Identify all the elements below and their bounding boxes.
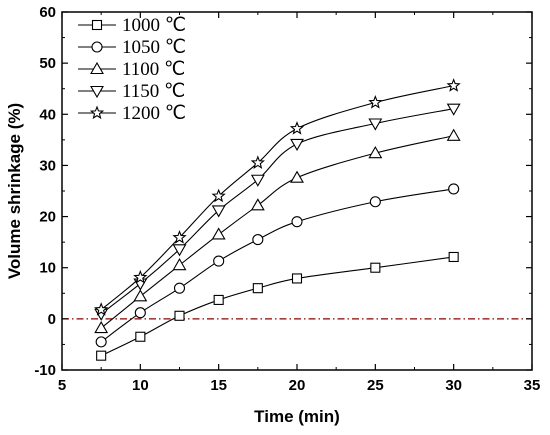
data-point — [94, 320, 109, 334]
ticks-layer: 5 10 15 20 25 30 35 -10 0 10 20 30 40 50 60 — [34, 4, 540, 394]
legend-label: 1200 ℃ — [122, 103, 186, 124]
data-point — [172, 244, 187, 257]
data-point — [174, 310, 185, 321]
data-point — [448, 251, 459, 263]
y-tick-label: 30 — [39, 157, 56, 174]
legend-marker — [89, 105, 105, 120]
legend-label: 1000 ℃ — [122, 15, 186, 36]
data-point — [172, 230, 187, 244]
data-point — [446, 128, 461, 141]
legend-item: 1050 ℃ — [78, 37, 186, 58]
data-point — [211, 188, 226, 203]
data-point — [368, 146, 383, 159]
x-tick-label: 20 — [289, 377, 306, 394]
legend-marker — [91, 41, 103, 53]
series-layer — [94, 78, 461, 361]
y-axis-title: Volume shrinkage (%) — [5, 103, 24, 279]
y-tick-label: 50 — [39, 55, 56, 72]
legend-item: 1150 ℃ — [78, 81, 185, 102]
y-tick-label: 0 — [48, 311, 56, 328]
y-tick-label: 40 — [39, 106, 56, 123]
legend-label: 1150 ℃ — [122, 81, 185, 102]
y-tick-label: 60 — [39, 4, 56, 21]
x-tick-label: 15 — [210, 377, 227, 394]
data-point — [135, 331, 146, 342]
data-point — [250, 174, 265, 187]
series-4 — [94, 103, 461, 321]
x-tick-label: 10 — [132, 377, 149, 394]
data-point — [446, 78, 461, 92]
x-tick-label: 30 — [445, 377, 462, 394]
x-tick-label: 35 — [524, 377, 541, 394]
data-point — [133, 269, 148, 284]
series-2 — [95, 183, 460, 348]
data-point — [250, 198, 265, 211]
data-point — [448, 183, 460, 195]
legend-marker — [90, 61, 104, 75]
data-point — [368, 118, 383, 131]
legend-item: 1200 ℃ — [78, 103, 186, 124]
data-point — [370, 262, 381, 273]
series-1 — [96, 251, 459, 361]
x-tick-label: 5 — [58, 377, 66, 394]
data-point — [211, 227, 226, 240]
data-point — [252, 283, 263, 294]
data-point — [291, 273, 303, 284]
data-point — [252, 234, 264, 246]
series-5 — [94, 78, 461, 316]
legend-marker — [91, 19, 103, 31]
x-tick-label: 25 — [367, 377, 384, 394]
legend-label: 1100 ℃ — [122, 59, 185, 80]
y-tick-label: 20 — [39, 209, 56, 226]
data-point — [213, 255, 225, 267]
data-point — [134, 307, 146, 319]
data-point — [291, 216, 303, 228]
series-3 — [94, 128, 461, 334]
data-point — [369, 196, 381, 208]
x-axis-title: Time (min) — [254, 407, 340, 426]
y-tick-label: -10 — [34, 362, 56, 379]
y-tick-label: 10 — [39, 260, 56, 277]
data-point — [211, 205, 226, 218]
data-point — [213, 294, 224, 305]
legend-marker — [90, 85, 104, 99]
series-line — [100, 135, 454, 329]
data-point — [95, 336, 107, 348]
legend-item: 1000 ℃ — [78, 15, 186, 36]
legend-label: 1050 ℃ — [122, 37, 186, 58]
data-point — [289, 121, 305, 135]
data-point — [172, 258, 187, 271]
data-point — [94, 302, 109, 316]
data-point — [446, 103, 461, 116]
data-point — [96, 350, 107, 361]
data-point — [250, 155, 265, 169]
legend-item: 1100 ℃ — [78, 59, 185, 80]
data-point — [368, 95, 383, 109]
data-point — [290, 138, 304, 152]
data-point — [290, 170, 304, 183]
data-point — [173, 282, 186, 294]
data-point — [133, 289, 148, 302]
